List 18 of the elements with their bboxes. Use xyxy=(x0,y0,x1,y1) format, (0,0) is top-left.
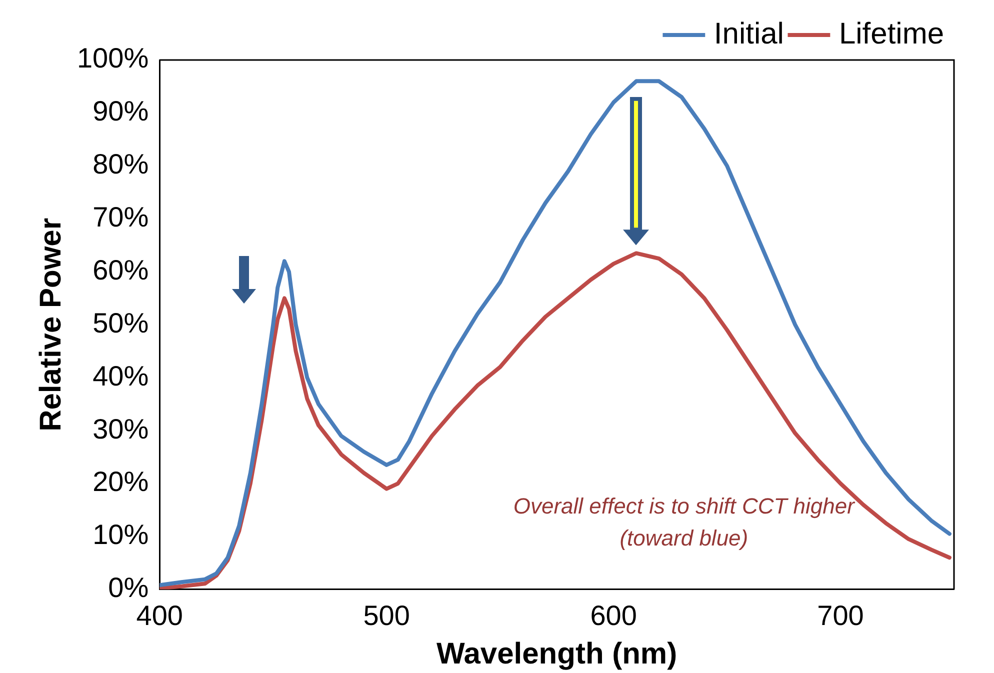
y-tick-label: 20% xyxy=(92,466,149,498)
y-tick-label: 100% xyxy=(76,42,149,74)
y-tick-label: 90% xyxy=(92,96,149,127)
legend-label: Initial xyxy=(714,17,784,50)
y-tick-label: 10% xyxy=(92,519,149,550)
y-axis-title: Relative Power xyxy=(34,218,68,432)
x-tick-label: 600 xyxy=(590,600,637,631)
x-tick-label: 500 xyxy=(363,600,410,631)
y-tick-label: 50% xyxy=(92,307,149,338)
annotation: Overall effect is to shift CCT higher (toward blue) xyxy=(513,493,856,550)
x-tick-label: 700 xyxy=(817,600,864,631)
y-tick-label: 70% xyxy=(92,202,149,233)
x-axis-title: Wavelength (nm) xyxy=(436,637,678,670)
y-tick-label: 30% xyxy=(92,413,149,444)
legend-label: Lifetime xyxy=(838,17,944,50)
y-tick-label: 60% xyxy=(92,254,149,286)
y-tick-label: 80% xyxy=(92,148,149,180)
y-tick-label: 40% xyxy=(92,360,149,392)
